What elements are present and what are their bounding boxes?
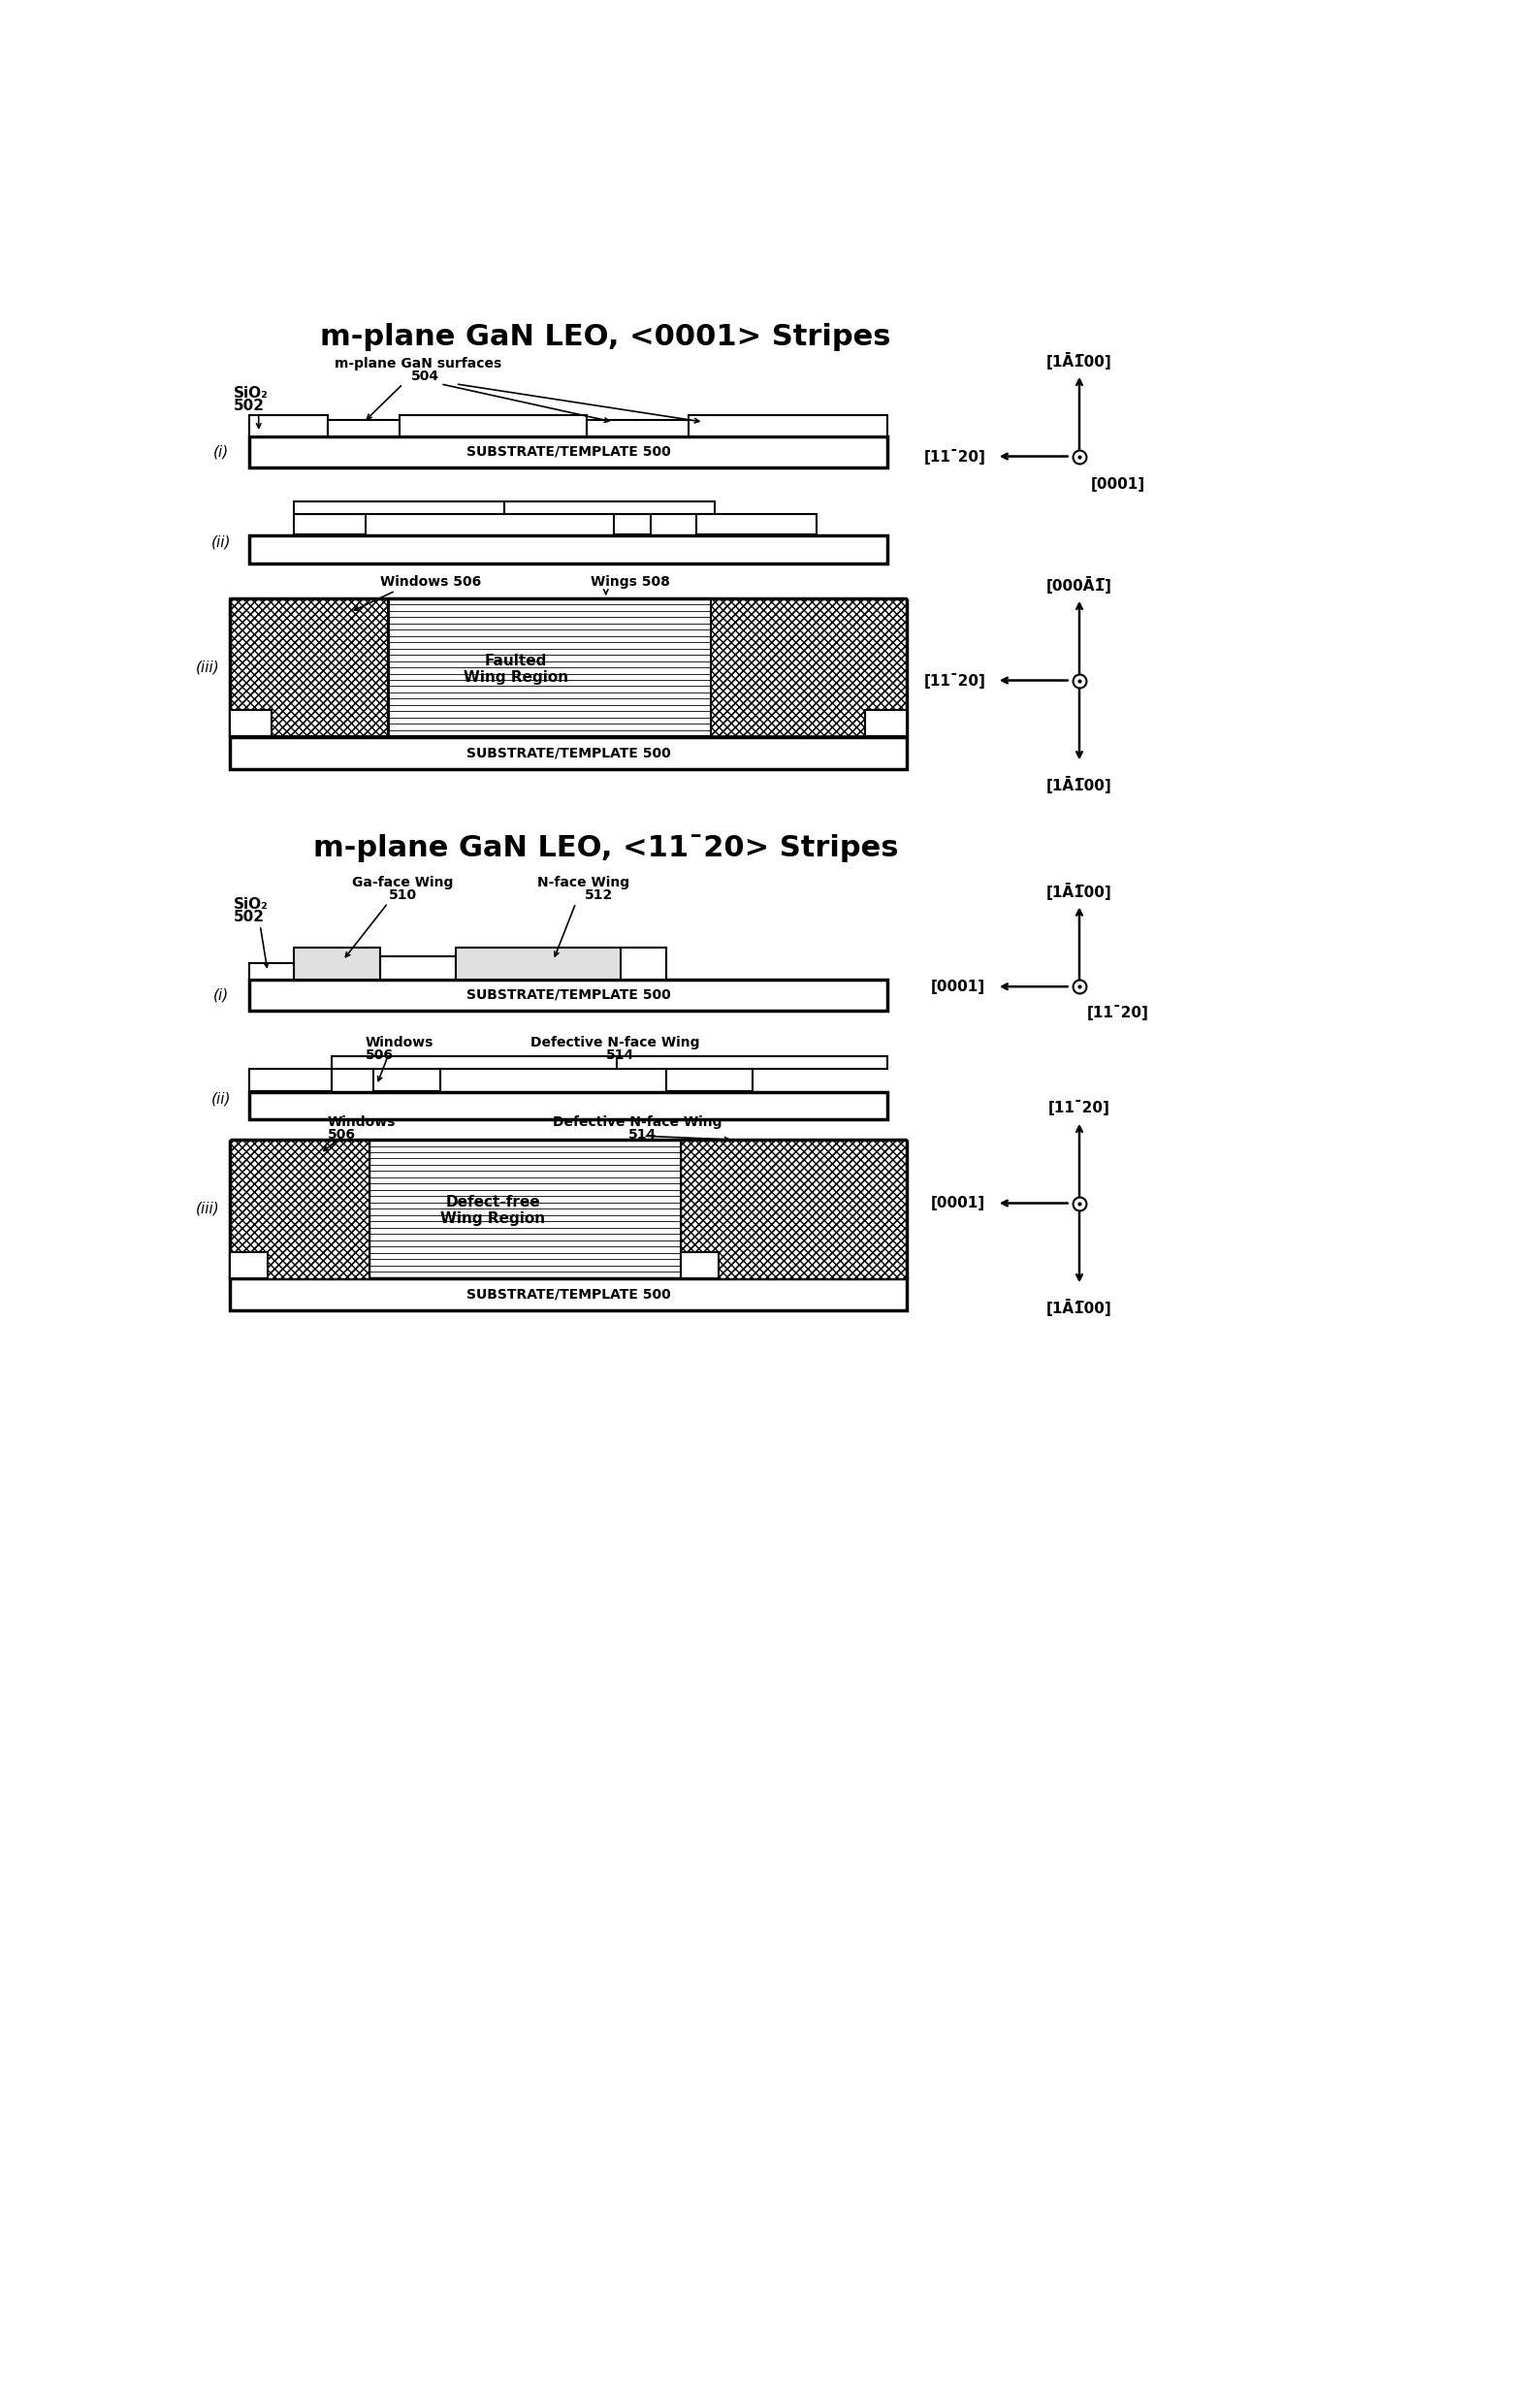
Text: N-face Wing: N-face Wing xyxy=(537,875,630,889)
Bar xyxy=(229,1278,907,1311)
Text: Windows: Windows xyxy=(365,1035,434,1049)
Text: m-plane GaN LEO, <0001> Stripes: m-plane GaN LEO, <0001> Stripes xyxy=(320,322,892,350)
Bar xyxy=(711,598,907,737)
Text: SUBSTRATE/TEMPLATE 500: SUBSTRATE/TEMPLATE 500 xyxy=(467,1287,670,1302)
Text: Defective N-face Wing: Defective N-face Wing xyxy=(553,1116,722,1130)
Text: [1Ā1̅00]: [1Ā1̅00] xyxy=(1047,1299,1112,1316)
Bar xyxy=(370,1140,681,1278)
Text: 514: 514 xyxy=(628,1128,656,1142)
Bar xyxy=(621,949,665,980)
Text: [1Ā1̅00]: [1Ā1̅00] xyxy=(1047,353,1112,370)
Text: 514: 514 xyxy=(605,1049,634,1063)
Text: 506: 506 xyxy=(365,1049,394,1063)
Text: Ga-face Wing: Ga-face Wing xyxy=(353,875,454,889)
Text: m-plane GaN LEO, <11¯20> Stripes: m-plane GaN LEO, <11¯20> Stripes xyxy=(313,834,898,863)
Text: Faulted
Wing Region: Faulted Wing Region xyxy=(464,653,568,684)
Text: [11¯20]: [11¯20] xyxy=(1087,1006,1149,1020)
Bar xyxy=(229,1140,370,1278)
Bar xyxy=(229,710,271,737)
Text: [0001]: [0001] xyxy=(932,980,986,994)
Text: Defect-free
Wing Region: Defect-free Wing Region xyxy=(440,1194,545,1225)
Bar xyxy=(373,1068,440,1092)
Text: SUBSTRATE/TEMPLATE 500: SUBSTRATE/TEMPLATE 500 xyxy=(467,746,670,760)
Text: 506: 506 xyxy=(328,1128,356,1142)
Text: m-plane GaN surfaces: m-plane GaN surfaces xyxy=(334,358,502,370)
Bar xyxy=(229,1252,268,1278)
Text: [1Ā1̅00]: [1Ā1̅00] xyxy=(1047,882,1112,899)
Text: (iii): (iii) xyxy=(196,660,220,675)
Bar xyxy=(665,1068,753,1092)
Bar xyxy=(229,598,388,737)
Bar xyxy=(388,598,711,737)
Text: [11¯20]: [11¯20] xyxy=(1049,1099,1110,1116)
Bar xyxy=(696,515,816,534)
Text: [0001]: [0001] xyxy=(932,1197,986,1211)
Text: [000Ā1̅]: [000Ā1̅] xyxy=(1047,577,1112,594)
Bar xyxy=(711,598,907,737)
Bar xyxy=(229,737,907,770)
Bar xyxy=(865,710,907,737)
Bar xyxy=(249,980,887,1011)
Text: [1Ā1̅00]: [1Ā1̅00] xyxy=(1047,777,1112,794)
Bar xyxy=(456,949,665,980)
Bar xyxy=(249,1068,331,1092)
Bar xyxy=(328,420,399,436)
Bar xyxy=(380,956,456,980)
Bar xyxy=(294,949,380,980)
Bar xyxy=(613,515,651,534)
Text: Windows 506: Windows 506 xyxy=(380,575,482,589)
Bar xyxy=(229,1140,370,1278)
Bar xyxy=(681,1140,907,1278)
Text: SUBSTRATE/TEMPLATE 500: SUBSTRATE/TEMPLATE 500 xyxy=(467,446,670,458)
Text: (ii): (ii) xyxy=(211,534,231,551)
Bar xyxy=(688,415,887,436)
Bar xyxy=(249,415,328,436)
Text: [11¯20]: [11¯20] xyxy=(924,448,986,465)
Bar xyxy=(229,598,388,737)
Bar xyxy=(249,1092,887,1120)
Text: (ii): (ii) xyxy=(211,1092,231,1106)
Bar xyxy=(505,501,715,515)
Bar xyxy=(399,415,587,436)
Bar xyxy=(331,1056,618,1068)
Text: 502: 502 xyxy=(234,911,265,925)
Text: [11¯20]: [11¯20] xyxy=(924,672,986,689)
Bar xyxy=(618,1056,887,1068)
Bar xyxy=(249,436,887,467)
Text: (i): (i) xyxy=(213,443,229,460)
Text: Windows: Windows xyxy=(328,1116,396,1130)
Text: 504: 504 xyxy=(411,370,439,384)
Bar xyxy=(587,420,688,436)
Bar xyxy=(294,515,365,534)
Text: [0001]: [0001] xyxy=(1090,477,1146,491)
Text: 512: 512 xyxy=(584,889,613,901)
Bar xyxy=(681,1140,907,1278)
Text: SiO₂: SiO₂ xyxy=(234,386,268,401)
Text: SiO₂: SiO₂ xyxy=(234,896,268,913)
Text: SUBSTRATE/TEMPLATE 500: SUBSTRATE/TEMPLATE 500 xyxy=(467,987,670,1001)
Text: Wings 508: Wings 508 xyxy=(591,575,670,589)
Text: 510: 510 xyxy=(388,889,417,901)
Bar xyxy=(249,963,294,980)
Text: (iii): (iii) xyxy=(196,1202,220,1216)
Text: Defective N-face Wing: Defective N-face Wing xyxy=(531,1035,701,1049)
Bar xyxy=(249,536,887,563)
Text: 502: 502 xyxy=(234,398,265,412)
Bar xyxy=(294,501,505,515)
Bar xyxy=(681,1252,719,1278)
Text: (i): (i) xyxy=(213,987,229,1001)
